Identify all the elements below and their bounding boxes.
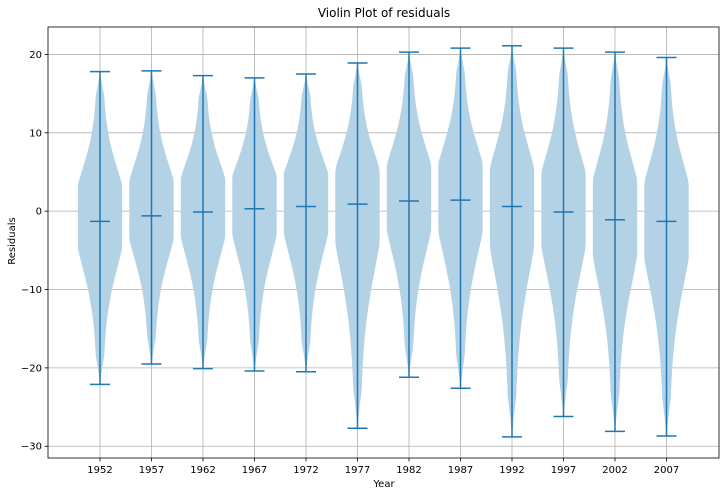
y-tick-label: 10 [29,128,42,139]
x-tick-label: 1982 [396,465,421,476]
plot-frame [47,26,720,459]
marks-layer [90,45,677,438]
chart-title: Violin Plot of residuals [318,6,450,20]
x-tick-label: 2002 [602,465,627,476]
y-tick-label: 20 [29,50,42,61]
y-tick-label: −20 [21,363,42,374]
x-tick-label: 1992 [499,465,524,476]
x-axis-title: Year [372,479,395,490]
y-tick-label: −10 [21,285,42,296]
y-tick-label: −30 [21,442,42,453]
x-tick-label: 1952 [87,465,112,476]
y-tick-label: 0 [36,207,42,218]
x-tick-label: 1967 [242,465,267,476]
ticks-layer: −30 −20 −10 0 10 20 1952 1957 1962 1967 1972 1977 19… [21,50,679,476]
y-axis-title: Residuals [7,217,18,264]
violin-layer [77,45,689,437]
x-tick-label: 2007 [654,465,679,476]
x-tick-label: 1962 [190,465,215,476]
x-tick-label: 1957 [139,465,164,476]
x-tick-label: 1972 [293,465,318,476]
x-tick-label: 1987 [448,465,473,476]
x-tick-label: 1977 [345,465,370,476]
x-tick-label: 1997 [551,465,576,476]
